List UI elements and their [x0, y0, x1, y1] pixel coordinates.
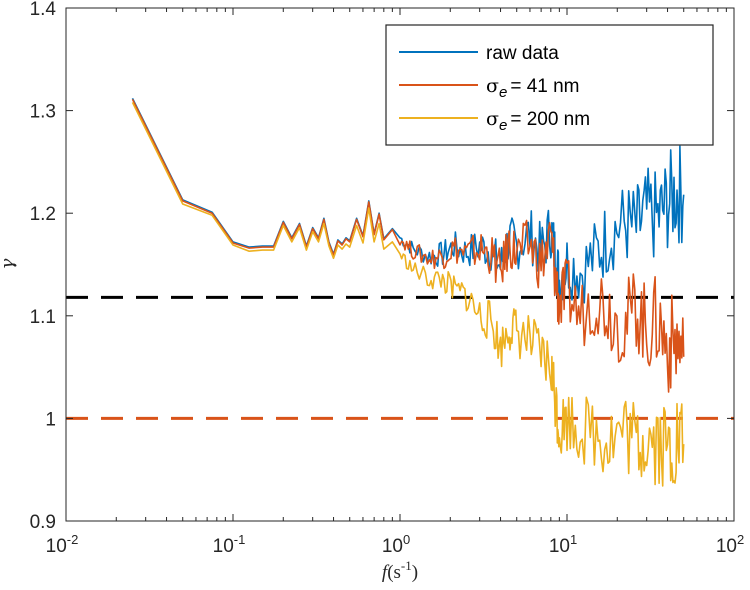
y-tick-label: 1	[45, 409, 56, 430]
legend-label-raw: raw data	[486, 43, 559, 64]
legend: raw data σe = 41 nm σe = 200 nm	[385, 24, 714, 146]
legend-value-200: = 200 nm	[510, 109, 590, 130]
x-tick-label: 10-2	[46, 532, 79, 557]
x-axis-label: f(s-1)	[382, 558, 418, 583]
x-tick-exp: 2	[737, 532, 744, 547]
x-tick-base: 10	[716, 536, 737, 557]
reference-lines	[66, 295, 734, 420]
legend-sigma-200: σ	[486, 108, 499, 130]
series-line-sigma-e-200-nm	[131, 102, 685, 487]
legend-sub-200: e	[499, 117, 507, 134]
series-lines	[131, 97, 685, 487]
x-tick-exp: 1	[570, 532, 577, 547]
x-tick-base: 10	[46, 536, 67, 557]
x-tick-base: 10	[382, 536, 403, 557]
legend-value-41: = 41 nm	[510, 76, 579, 97]
legend-sigma-41: σ	[486, 75, 499, 97]
x-axis-label-unit: (s	[387, 562, 401, 583]
x-tick-label: 102	[716, 532, 744, 557]
legend-label-41nm: σe = 41 nm	[486, 75, 580, 101]
x-tick-exp: -1	[234, 532, 246, 547]
legend-sub-41: e	[499, 84, 507, 101]
x-tick-exp: -2	[67, 532, 79, 547]
y-tick-label: 0.9	[30, 512, 56, 533]
y-axis-label: γ	[0, 258, 18, 269]
y-tick-label: 1.2	[30, 204, 56, 225]
x-tick-label: 100	[382, 532, 410, 557]
x-tick-base: 10	[549, 536, 570, 557]
legend-label-200nm: σe = 200 nm	[486, 108, 590, 134]
y-tick-label: 1.1	[30, 307, 56, 328]
series-line-sigma-e-41-nm	[131, 98, 685, 393]
y-tick-label: 1.4	[30, 0, 57, 20]
x-axis-label-var: f	[382, 562, 390, 583]
y-tick-label: 1.3	[30, 102, 56, 123]
x-tick-base: 10	[213, 536, 234, 557]
x-tick-label: 101	[549, 532, 577, 557]
x-tick-exp: 0	[403, 532, 410, 547]
x-axis-label-exp: -1	[401, 558, 412, 573]
x-tick-label: 10-1	[213, 532, 246, 557]
x-axis-label-close: )	[412, 562, 418, 583]
